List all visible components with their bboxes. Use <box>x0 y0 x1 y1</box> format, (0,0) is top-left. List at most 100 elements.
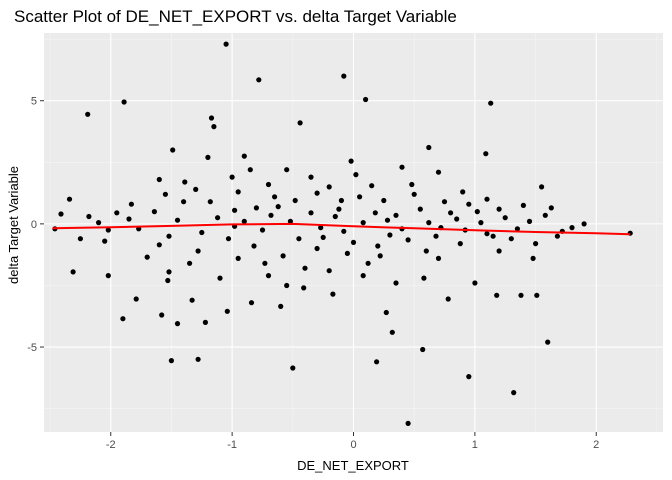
data-point <box>433 233 439 239</box>
x-tick-label: -1 <box>227 439 237 451</box>
data-point <box>199 229 205 236</box>
data-point <box>290 365 296 371</box>
data-point <box>377 253 383 259</box>
data-point <box>496 248 502 254</box>
data-point <box>121 99 127 105</box>
data-point <box>308 174 314 180</box>
data-point <box>85 111 91 117</box>
x-tick-label: 0 <box>350 439 356 451</box>
data-point <box>518 292 524 298</box>
data-point <box>374 359 380 365</box>
data-point <box>330 291 336 297</box>
data-point <box>66 196 73 202</box>
data-point <box>569 225 575 231</box>
data-point <box>526 218 533 224</box>
data-point <box>474 209 480 215</box>
data-point <box>262 260 268 266</box>
axis-ticks: -2 -1 0 1 2 -5 0 5 <box>27 96 599 451</box>
data-point <box>445 296 451 302</box>
data-point <box>357 194 363 200</box>
data-point <box>284 282 290 289</box>
data-point <box>166 233 172 239</box>
data-point <box>393 212 399 218</box>
data-point <box>466 374 472 380</box>
data-point <box>265 181 272 188</box>
data-point <box>534 292 540 298</box>
data-point <box>426 220 432 226</box>
data-point <box>490 233 496 239</box>
data-point <box>341 228 347 234</box>
data-point <box>441 199 448 205</box>
data-point <box>256 77 262 83</box>
data-point <box>181 199 187 205</box>
data-point <box>166 269 172 275</box>
data-point <box>193 186 199 192</box>
data-point <box>484 196 490 202</box>
data-point <box>511 390 517 396</box>
data-point <box>369 183 375 189</box>
data-point <box>320 234 326 240</box>
data-point <box>348 158 354 164</box>
data-point <box>350 239 357 245</box>
data-point <box>58 211 64 217</box>
data-point <box>280 253 286 259</box>
data-point <box>539 184 545 190</box>
data-point <box>384 217 391 223</box>
data-point <box>360 273 366 279</box>
data-point <box>488 100 494 106</box>
data-point <box>454 216 460 222</box>
data-point <box>292 197 298 204</box>
data-point <box>156 176 162 183</box>
data-point <box>545 339 551 345</box>
data-point <box>165 277 171 284</box>
data-point <box>326 268 332 274</box>
data-point <box>174 217 181 223</box>
x-axis-title: DE_NET_EXPORT <box>297 458 409 473</box>
data-point <box>502 215 508 221</box>
data-point <box>86 213 92 220</box>
data-point <box>533 241 539 247</box>
data-point <box>182 179 188 185</box>
data-point <box>251 243 257 249</box>
data-point <box>224 308 230 314</box>
data-point <box>156 242 162 248</box>
data-point <box>205 154 211 160</box>
data-point <box>409 181 415 188</box>
data-point <box>372 210 378 216</box>
y-tick-label: 0 <box>31 219 37 231</box>
data-point <box>120 316 126 322</box>
data-point <box>435 255 442 261</box>
data-point <box>195 248 201 254</box>
data-point <box>235 189 241 195</box>
data-point <box>389 329 395 335</box>
data-point <box>187 260 193 266</box>
x-tick-label: 1 <box>472 439 478 451</box>
data-point <box>484 231 490 237</box>
data-point <box>514 226 521 232</box>
data-point <box>426 144 432 151</box>
y-tick-label: -5 <box>27 342 37 354</box>
data-point <box>332 213 338 220</box>
data-point <box>423 248 429 254</box>
data-point <box>318 225 324 231</box>
data-point <box>466 201 472 207</box>
data-point <box>341 73 347 79</box>
data-point <box>275 204 281 210</box>
data-point <box>70 269 76 275</box>
data-point <box>144 254 150 260</box>
data-point <box>297 120 303 126</box>
data-point <box>162 191 168 197</box>
data-point <box>365 260 371 266</box>
data-point <box>344 250 350 256</box>
data-point <box>211 124 217 130</box>
data-point <box>353 172 359 178</box>
data-point <box>247 167 253 173</box>
data-point <box>383 309 389 316</box>
data-point <box>217 275 223 281</box>
data-point <box>174 321 181 327</box>
data-point <box>399 164 405 170</box>
data-point <box>411 191 417 197</box>
data-point <box>338 197 344 204</box>
data-point <box>421 275 427 281</box>
